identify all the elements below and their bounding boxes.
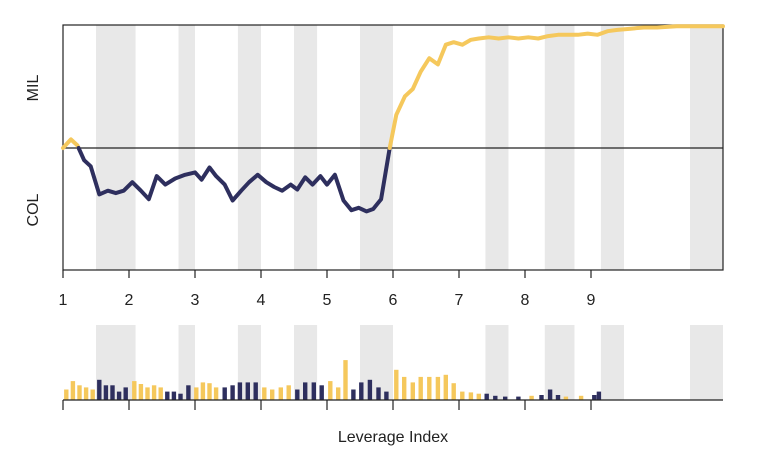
bar-32 xyxy=(295,389,300,400)
bar-26 xyxy=(245,382,250,400)
bar-20 xyxy=(200,382,206,400)
x-ticks-main: 1 2 3 4 5 6 7 8 9 xyxy=(59,270,596,309)
bar-23 xyxy=(222,387,227,400)
x-tick-label-7: 8 xyxy=(521,292,530,309)
bar-57 xyxy=(503,396,508,400)
bar-66 xyxy=(596,391,602,400)
shaded-band-lower-6 xyxy=(544,325,575,400)
series-line-col-1 xyxy=(76,146,392,214)
bar-5 xyxy=(97,379,102,400)
xlabel: Leverage Index xyxy=(338,429,448,446)
bar-29 xyxy=(270,389,275,400)
bar-3 xyxy=(83,387,89,400)
bar-24 xyxy=(230,385,235,400)
bar-19 xyxy=(194,387,199,400)
line-series xyxy=(61,24,725,214)
bar-6 xyxy=(103,385,109,400)
x-ticks-lower xyxy=(62,400,592,410)
bar-38 xyxy=(343,360,348,400)
bar-58 xyxy=(516,396,521,400)
x-tick-label-4: 5 xyxy=(323,292,332,309)
bar-30 xyxy=(278,387,283,400)
bar-65 xyxy=(592,395,597,400)
bar-8 xyxy=(116,391,122,400)
bar-18 xyxy=(186,385,191,400)
shaded-band-lower-8 xyxy=(690,325,723,400)
shaded-band-lower-7 xyxy=(600,325,624,400)
bar-47 xyxy=(418,376,423,400)
bar-4 xyxy=(90,389,95,400)
bar-25 xyxy=(237,382,243,400)
shaded-band-lower-1 xyxy=(178,325,195,400)
bar-41 xyxy=(367,379,373,400)
bar-14 xyxy=(158,387,163,400)
bar-2 xyxy=(77,385,82,400)
shaded-band-lower-5 xyxy=(485,325,509,400)
bar-60 xyxy=(539,395,544,400)
bar-31 xyxy=(286,385,291,400)
bar-42 xyxy=(376,387,381,400)
bar-33 xyxy=(303,382,308,400)
shaded-band-lower-2 xyxy=(237,325,261,400)
x-tick-label-2: 3 xyxy=(191,292,200,309)
ylabel-bottom: COL xyxy=(25,193,42,226)
bar-62 xyxy=(555,395,561,400)
shaded-band-lower-3 xyxy=(294,325,318,400)
bar-55 xyxy=(484,393,489,400)
bar-50 xyxy=(443,374,448,400)
bar-9 xyxy=(123,387,128,400)
bar-36 xyxy=(328,381,333,400)
bar-17 xyxy=(178,393,183,400)
bar-46 xyxy=(410,382,415,400)
bar-59 xyxy=(529,395,534,400)
bar-13 xyxy=(151,385,157,400)
bar-39 xyxy=(351,389,356,400)
bar-1 xyxy=(70,381,76,400)
x-tick-label-6: 7 xyxy=(455,292,464,309)
bar-48 xyxy=(427,376,432,400)
bar-16 xyxy=(171,391,177,400)
bar-51 xyxy=(451,383,456,400)
bar-15 xyxy=(165,391,170,400)
bar-27 xyxy=(253,382,258,400)
x-tick-label-5: 6 xyxy=(389,292,398,309)
bar-10 xyxy=(132,381,137,400)
bar-43 xyxy=(384,391,389,400)
bar-22 xyxy=(213,387,219,400)
x-tick-label-0: 1 xyxy=(59,292,68,309)
x-tick-label-3: 4 xyxy=(257,292,266,309)
x-tick-label-1: 2 xyxy=(125,292,134,309)
bar-44 xyxy=(394,369,399,400)
bar-45 xyxy=(402,376,407,400)
bar-56 xyxy=(493,395,498,400)
bar-64 xyxy=(578,395,584,400)
bar-11 xyxy=(138,384,144,400)
bar-52 xyxy=(460,391,465,400)
ylabel-top: MIL xyxy=(25,75,42,102)
bar-63 xyxy=(563,396,569,400)
bar-0 xyxy=(64,389,69,400)
bar-54 xyxy=(476,393,481,400)
bar-53 xyxy=(468,392,474,400)
bar-21 xyxy=(207,383,212,400)
series-line-mil-2 xyxy=(387,24,725,150)
series-line-mil-0 xyxy=(61,137,81,150)
bar-37 xyxy=(336,387,341,400)
bar-40 xyxy=(359,382,364,400)
bar-35 xyxy=(319,385,324,400)
shaded-band-lower-0 xyxy=(96,325,136,400)
bar-61 xyxy=(547,389,553,400)
bar-28 xyxy=(262,387,267,400)
bar-49 xyxy=(435,376,441,400)
bar-7 xyxy=(110,385,115,400)
bar-34 xyxy=(311,382,316,400)
x-tick-label-8: 9 xyxy=(587,292,596,309)
bar-12 xyxy=(145,387,150,400)
